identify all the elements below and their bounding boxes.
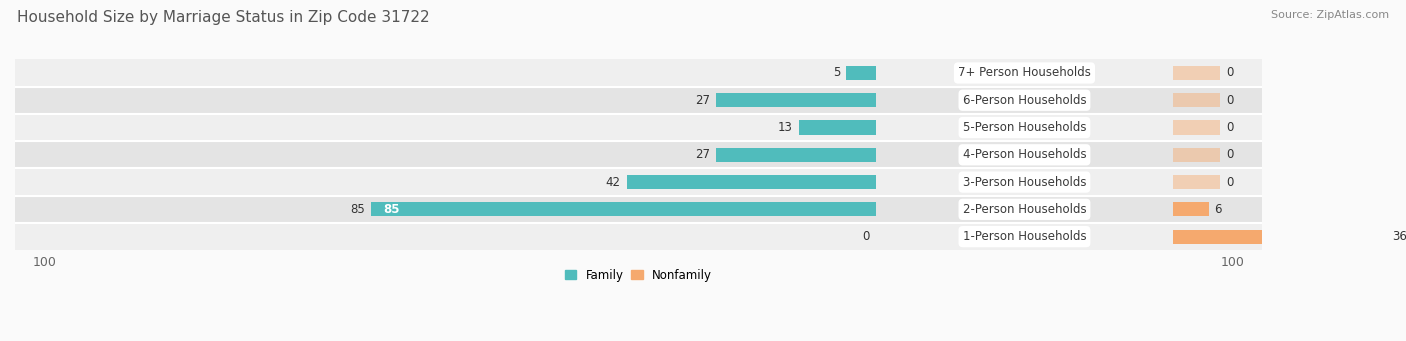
Bar	[1173, 202, 1209, 217]
Text: 0: 0	[1226, 176, 1233, 189]
Text: 0: 0	[1226, 66, 1233, 79]
Text: 7+ Person Households: 7+ Person Households	[957, 66, 1091, 79]
Bar	[799, 120, 876, 135]
Text: 27: 27	[695, 148, 710, 161]
Text: 1-Person Households: 1-Person Households	[963, 230, 1087, 243]
Bar	[15, 223, 1263, 250]
Bar	[627, 175, 876, 189]
Bar	[15, 114, 1263, 141]
Legend: Family, Nonfamily: Family, Nonfamily	[560, 264, 717, 286]
Text: 36: 36	[1392, 230, 1406, 243]
Text: 5: 5	[832, 66, 841, 79]
Bar	[1173, 175, 1220, 189]
Bar	[15, 196, 1263, 223]
Text: 0: 0	[863, 230, 870, 243]
Bar	[371, 202, 876, 217]
Bar	[15, 87, 1263, 114]
Text: 27: 27	[695, 94, 710, 107]
Text: 42: 42	[606, 176, 620, 189]
Text: 0: 0	[1226, 148, 1233, 161]
Bar	[15, 59, 1263, 87]
Text: 4-Person Households: 4-Person Households	[963, 148, 1087, 161]
Bar	[846, 66, 876, 80]
Text: Source: ZipAtlas.com: Source: ZipAtlas.com	[1271, 10, 1389, 20]
Text: Household Size by Marriage Status in Zip Code 31722: Household Size by Marriage Status in Zip…	[17, 10, 429, 25]
Bar	[15, 168, 1263, 196]
Text: 0: 0	[1226, 121, 1233, 134]
Text: 6-Person Households: 6-Person Households	[963, 94, 1087, 107]
Text: 85: 85	[350, 203, 366, 216]
Text: 5-Person Households: 5-Person Households	[963, 121, 1087, 134]
Text: 6: 6	[1215, 203, 1222, 216]
Bar	[716, 148, 876, 162]
Bar	[1173, 66, 1220, 80]
Text: 13: 13	[778, 121, 793, 134]
Text: 0: 0	[1226, 94, 1233, 107]
Text: 85: 85	[384, 203, 399, 216]
Bar	[716, 93, 876, 107]
Bar	[1173, 93, 1220, 107]
Text: 2-Person Households: 2-Person Households	[963, 203, 1087, 216]
Text: 3-Person Households: 3-Person Households	[963, 176, 1087, 189]
Bar	[15, 141, 1263, 168]
Bar	[1173, 229, 1386, 244]
Bar	[1173, 120, 1220, 135]
Bar	[1173, 148, 1220, 162]
